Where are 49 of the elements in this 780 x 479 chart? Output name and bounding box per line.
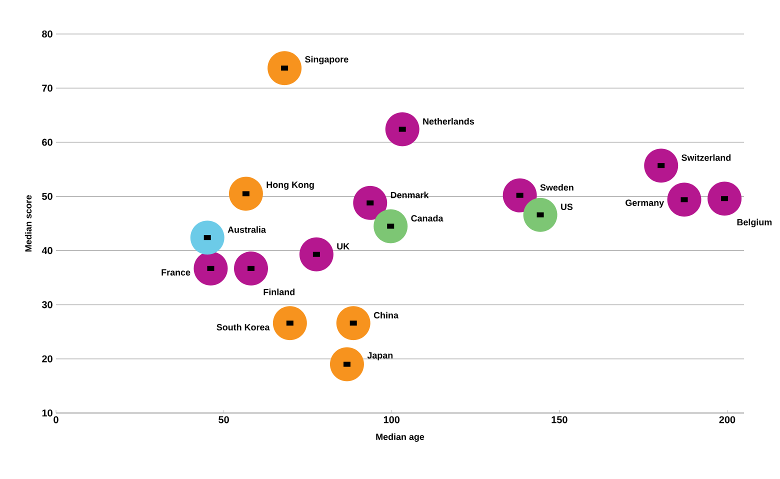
y-axis-title: Median score <box>24 195 32 252</box>
y-tick-label: 10 <box>42 409 52 417</box>
y-tick-label: 70 <box>42 84 52 92</box>
annotation: UK <box>337 243 350 250</box>
annotation: France <box>162 269 190 276</box>
annotation: Finland <box>264 288 294 296</box>
y-tick-label: 60 <box>42 138 52 146</box>
point <box>330 347 364 382</box>
annotation: Canada <box>411 214 444 222</box>
point <box>194 251 228 286</box>
annotation: Belgium <box>737 218 772 228</box>
y-tick-label: 80 <box>42 30 52 38</box>
point <box>190 220 224 255</box>
annotation: Japan <box>367 352 393 360</box>
x-tick-label: 0 <box>54 416 58 424</box>
annotation: Denmark <box>390 192 429 198</box>
annotation: Singapore <box>305 56 348 64</box>
point <box>502 178 537 212</box>
annotation: Switzerland <box>682 154 731 161</box>
y-tick-label: 30 <box>42 301 52 308</box>
x-tick-label: 50 <box>218 416 229 424</box>
point <box>667 182 702 217</box>
point <box>228 176 263 211</box>
point <box>708 182 742 216</box>
annotation: Hong Kong <box>266 182 314 190</box>
y-tick-label: 50 <box>42 192 52 200</box>
annotation: US <box>561 204 573 210</box>
x-tick-label: 100 <box>384 416 400 424</box>
point <box>385 112 420 146</box>
annotation: Germany <box>626 200 664 208</box>
point <box>268 51 302 86</box>
point <box>644 148 678 183</box>
point <box>299 237 334 272</box>
annotation: South Korea <box>216 324 270 330</box>
point <box>234 251 268 286</box>
point <box>336 306 370 340</box>
point <box>272 306 307 340</box>
annotation: Australia <box>228 226 266 233</box>
x-axis-title: Median age <box>376 433 424 442</box>
annotation: China <box>374 312 399 318</box>
x-tick-label: 200 <box>719 416 736 424</box>
point <box>523 198 558 232</box>
point <box>374 209 408 244</box>
annotation: Sweden <box>540 184 574 191</box>
point <box>353 186 388 220</box>
annotation: Netherlands <box>423 118 474 125</box>
y-tick-label: 20 <box>42 355 52 362</box>
x-tick-label: 150 <box>552 416 568 424</box>
y-tick-label: 40 <box>42 247 52 254</box>
